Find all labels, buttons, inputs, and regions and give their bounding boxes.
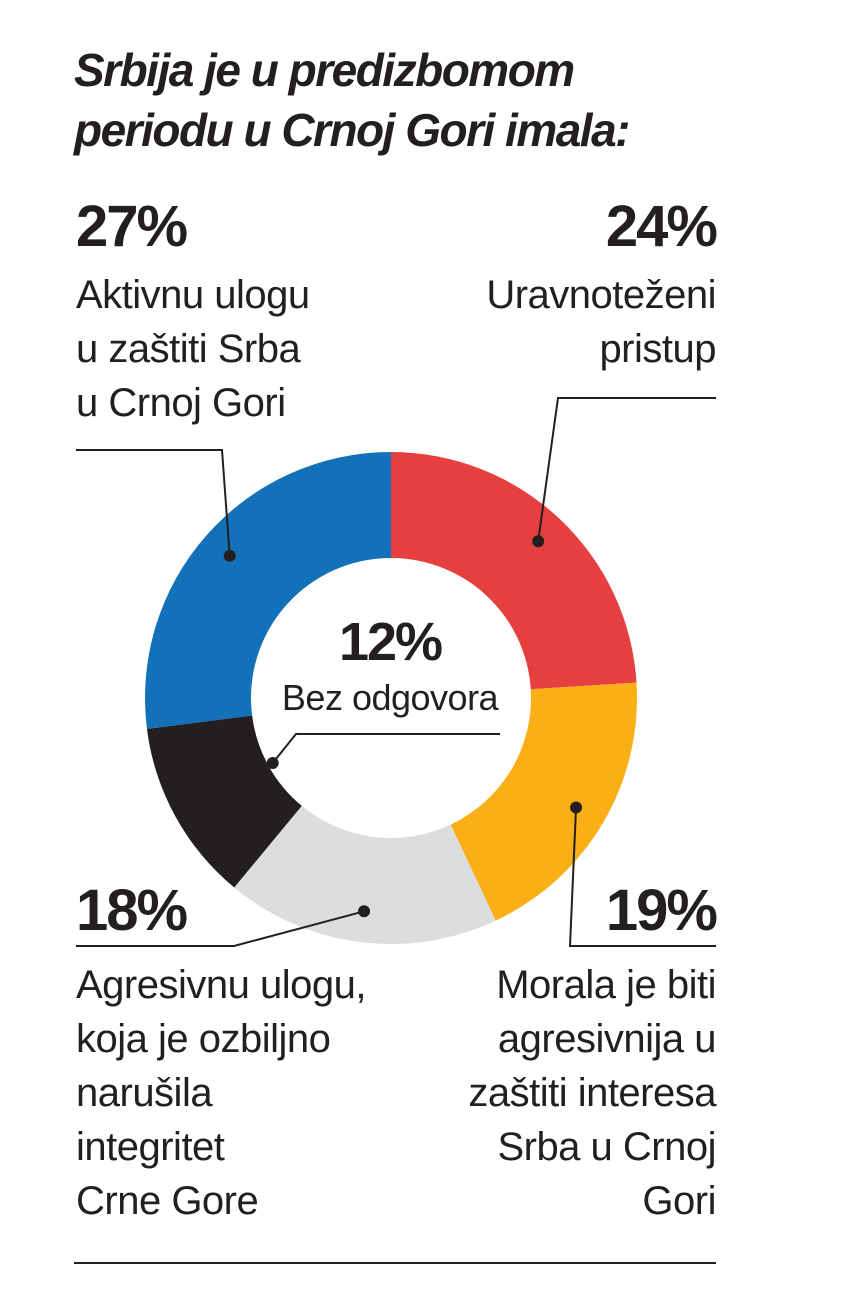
slice-label-aktivnu: Aktivnu ulogu u zaštiti Srba u Crnoj Gor… [76,268,396,430]
slice-label-line: koja je ozbiljno [76,1017,331,1061]
slice-bez-odgovora [146,715,302,888]
slice-label-uravnotezeni: Uravnoteženi pristup [416,268,716,376]
slice-label-morala: Morala je biti agresivnija u zaštiti int… [396,958,716,1228]
slice-pct-bez-odgovora: 12% [338,612,443,672]
slice-label-line: Aktivnu ulogu [76,273,310,317]
slice-label-line: Morala je biti [496,963,716,1007]
slice-label-line: u zaštiti Srba [76,327,301,371]
slice-label-line: Agresivnu ulogu, [76,963,366,1007]
slice-label-line: agresivnija u [497,1017,717,1061]
leader-dot-agresivnu [358,905,371,918]
slice-label-line: zaštiti interesa [468,1071,716,1115]
slice-agresivnu [234,805,496,944]
bottom-divider [74,1262,716,1264]
leader-lines [76,397,716,947]
slice-uravnotezeni [391,452,637,690]
slice-aktivnu [145,452,391,729]
slice-pct-uravnotezeni: 24% [605,194,718,259]
slice-label-line: u Crnoj Gori [76,381,286,425]
donut-slices [145,452,637,944]
chart-title: Srbija je u predizbomom periodu u Crnoj … [74,40,774,160]
slice-label-line: narušila [76,1071,213,1115]
leader-line-uravnotezeni [537,397,716,542]
slice-label-line: integritet [76,1125,225,1169]
title-line-1: Srbija je u predizbomom [74,44,575,96]
leader-dot-bez-odgovora [266,757,279,770]
slice-label-bez-odgovora: Bez odgovora [281,677,499,718]
leader-line-morala [568,807,716,947]
slice-morala [450,682,637,921]
slice-label-line: Srba u Crnoj [497,1125,716,1169]
leader-line-bez-odgovora [271,733,500,764]
slice-label-line: pristup [599,327,716,371]
slice-pct-aktivnu: 27% [76,194,188,259]
slice-label-line: Crne Gore [76,1179,259,1223]
leader-dot-morala [570,801,583,814]
slice-label-agresivnu: Agresivnu ulogu, koja je ozbiljno naruši… [76,958,416,1228]
slice-pct-agresivnu: 18% [76,878,188,943]
slice-label-line: Gori [642,1179,716,1223]
leader-line-aktivnu [76,449,231,556]
title-line-2: periodu u Crnoj Gori imala: [74,104,630,156]
slice-pct-morala: 19% [605,878,718,943]
leader-dot-aktivnu [223,549,236,562]
leader-line-agresivnu [76,910,365,947]
leader-dot-uravnotezeni [532,535,545,548]
slice-label-line: Uravnoteženi [486,273,716,317]
